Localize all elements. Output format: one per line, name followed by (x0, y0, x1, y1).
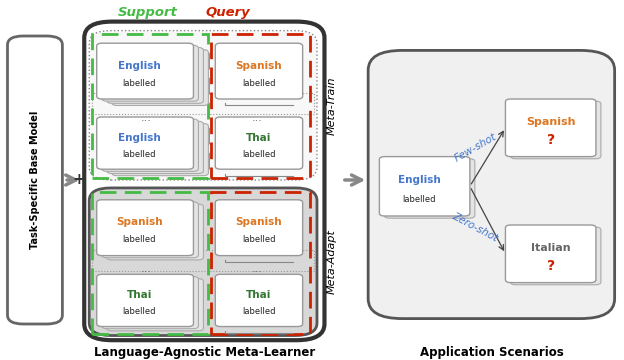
Text: labelled: labelled (122, 150, 156, 159)
FancyBboxPatch shape (102, 119, 198, 171)
Bar (92, 250, 314, 271)
Text: ...: ... (251, 264, 263, 274)
FancyBboxPatch shape (510, 227, 601, 285)
Text: English: English (118, 60, 160, 71)
Text: Query: Query (205, 6, 250, 19)
FancyBboxPatch shape (97, 43, 193, 99)
FancyBboxPatch shape (505, 225, 596, 283)
Text: Meta-Train: Meta-Train (327, 76, 337, 135)
Text: labelled: labelled (242, 150, 276, 159)
Text: Spanish: Spanish (236, 60, 282, 71)
Text: Italian: Italian (531, 243, 570, 253)
FancyBboxPatch shape (107, 121, 203, 174)
FancyBboxPatch shape (379, 157, 470, 216)
Text: English: English (118, 133, 160, 143)
FancyBboxPatch shape (112, 50, 208, 105)
Text: labelled: labelled (122, 235, 156, 244)
Text: English: English (398, 175, 441, 185)
FancyBboxPatch shape (97, 117, 193, 169)
Text: labelled: labelled (122, 79, 156, 88)
Text: labelled: labelled (122, 307, 156, 316)
Text: Support: Support (118, 6, 178, 19)
FancyBboxPatch shape (215, 274, 303, 327)
FancyBboxPatch shape (368, 50, 615, 319)
Text: Few-shot: Few-shot (452, 132, 498, 164)
FancyBboxPatch shape (215, 200, 303, 256)
Bar (211, 34, 310, 178)
Text: Language-Agnostic Meta-Learner: Language-Agnostic Meta-Learner (94, 346, 315, 359)
Text: Spanish: Spanish (526, 117, 575, 127)
Text: labelled: labelled (242, 307, 276, 316)
Text: Meta-Adapt: Meta-Adapt (327, 229, 337, 294)
FancyBboxPatch shape (215, 117, 303, 169)
FancyBboxPatch shape (7, 36, 62, 324)
FancyBboxPatch shape (510, 101, 601, 159)
Text: ...: ... (141, 264, 152, 274)
Text: Thai: Thai (246, 133, 271, 143)
FancyBboxPatch shape (97, 200, 193, 256)
FancyBboxPatch shape (102, 276, 198, 329)
FancyBboxPatch shape (107, 48, 203, 103)
Text: Zero-shot: Zero-shot (451, 211, 500, 243)
FancyBboxPatch shape (112, 123, 208, 176)
Text: ?: ? (547, 260, 555, 274)
Text: ...: ... (141, 113, 152, 123)
FancyBboxPatch shape (107, 204, 203, 260)
Text: labelled: labelled (242, 79, 276, 88)
Text: Thai: Thai (127, 290, 152, 300)
Text: ?: ? (547, 134, 555, 148)
Bar (92, 192, 208, 334)
FancyBboxPatch shape (89, 31, 317, 180)
Text: ...: ... (251, 113, 263, 123)
FancyBboxPatch shape (89, 188, 317, 336)
Bar (92, 93, 314, 114)
FancyBboxPatch shape (84, 22, 324, 340)
FancyBboxPatch shape (505, 99, 596, 157)
Text: Thai: Thai (246, 290, 271, 300)
Text: +: + (72, 172, 85, 188)
Text: Application Scenarios: Application Scenarios (419, 346, 563, 359)
FancyBboxPatch shape (107, 279, 203, 331)
Bar (92, 34, 208, 178)
Text: Spanish: Spanish (116, 217, 163, 227)
Text: labelled: labelled (402, 195, 436, 204)
FancyBboxPatch shape (384, 159, 475, 218)
FancyBboxPatch shape (215, 43, 303, 99)
Bar (211, 192, 310, 334)
Text: Spanish: Spanish (236, 217, 282, 227)
Text: Task-Specific Base Model: Task-Specific Base Model (30, 111, 40, 249)
FancyBboxPatch shape (102, 45, 198, 101)
FancyBboxPatch shape (97, 274, 193, 327)
Text: labelled: labelled (242, 235, 276, 244)
FancyBboxPatch shape (102, 202, 198, 258)
